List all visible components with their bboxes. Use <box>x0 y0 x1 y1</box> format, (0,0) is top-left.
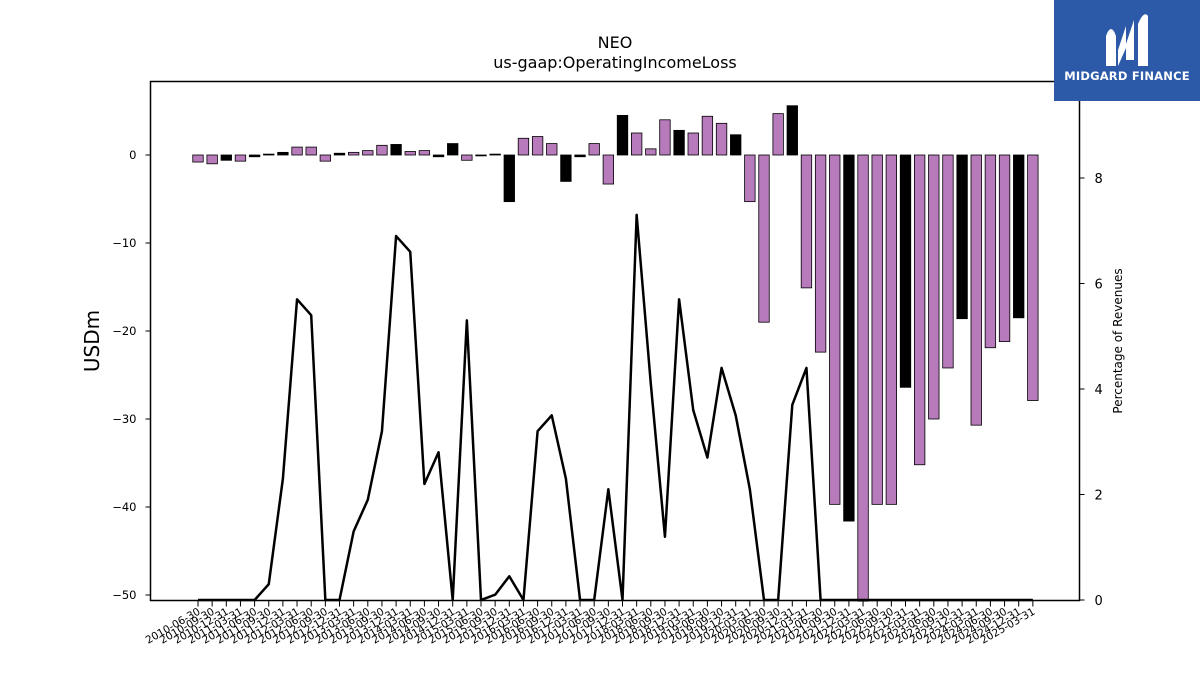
bar-2012-03-31 <box>291 146 303 156</box>
bar-2014-06-30 <box>418 150 431 156</box>
bar-2013-06-30 <box>362 150 374 156</box>
bar-2018-03-31 <box>631 132 643 156</box>
bar-2020-03-31 <box>744 154 756 203</box>
plot-frame <box>149 80 1081 602</box>
bar-2019-06-30 <box>701 115 714 156</box>
bar-2013-09-30 <box>376 144 388 156</box>
bar-2010-09-30 <box>206 154 218 165</box>
chart-title: NEO <box>598 33 633 52</box>
bar-2021-03-31 <box>800 154 813 289</box>
y-tick-label: 0 <box>129 148 136 162</box>
bar-2017-06-30 <box>588 143 600 156</box>
bar-2011-03-31 <box>234 154 247 162</box>
bar-2021-12-31 <box>843 154 855 522</box>
logo-text: MIDGARD FINANCE <box>1064 69 1190 83</box>
bar-2012-06-30 <box>305 146 317 156</box>
bar-2023-06-30 <box>928 154 940 420</box>
y2-tick-label: 6 <box>1095 278 1103 293</box>
bar-2018-06-30 <box>645 148 657 156</box>
bar-2014-03-31 <box>404 151 416 156</box>
bar-2022-12-31 <box>899 154 912 388</box>
bar-2015-12-31 <box>503 154 515 203</box>
x-axis: 2010-06-302010-09-302010-12-312011-03-31… <box>144 600 1037 647</box>
y2-axis: 0 2 4 6 8 <box>1079 172 1103 609</box>
bar-2018-12-31 <box>673 129 685 156</box>
bar-2024-12-31 <box>1013 154 1025 319</box>
y-tick-label: −50 <box>112 588 136 602</box>
bar-2020-09-30 <box>772 113 784 156</box>
bar-2021-09-30 <box>829 154 841 505</box>
bars <box>192 105 1039 602</box>
bar-2011-06-30 <box>248 154 261 158</box>
y2-tick-label: 4 <box>1095 383 1103 398</box>
bar-2024-06-30 <box>984 154 997 349</box>
bar-2017-03-31 <box>574 154 586 158</box>
bar-2020-12-31 <box>786 105 798 156</box>
bar-2024-03-31 <box>970 154 982 426</box>
y2-tick-label: 2 <box>1095 489 1103 504</box>
bar-2015-03-31 <box>461 154 473 161</box>
y-tick-label: −10 <box>112 236 136 250</box>
bar-2010-12-31 <box>220 154 232 161</box>
bar-2025-03-31 <box>1027 154 1039 401</box>
bar-2011-12-31 <box>277 151 289 156</box>
bar-2016-09-30 <box>546 143 558 156</box>
bar-2015-09-30 <box>489 153 501 156</box>
bar-2018-09-30 <box>659 119 671 156</box>
y-axis: 0 −10 −20 −30 −40 −50 <box>112 148 151 602</box>
bar-2016-12-31 <box>560 154 572 182</box>
bar-2019-12-31 <box>730 134 742 156</box>
bar-2013-03-31 <box>347 151 360 156</box>
bar-2014-09-30 <box>432 154 445 158</box>
bar-2017-12-31 <box>616 115 629 156</box>
bar-2019-09-30 <box>715 122 728 156</box>
bar-2022-09-30 <box>885 154 897 505</box>
bar-2010-06-30 <box>192 154 204 163</box>
logo-mark-icon <box>1054 0 1200 101</box>
bar-2013-12-31 <box>390 144 402 156</box>
bar-2023-12-31 <box>956 154 968 320</box>
y-tick-label: −30 <box>112 412 136 426</box>
bar-2021-06-30 <box>814 154 827 353</box>
bar-2017-09-30 <box>602 154 614 185</box>
bar-2015-06-30 <box>475 154 487 157</box>
chart-subtitle: us-gaap:OperatingIncomeLoss <box>493 53 737 72</box>
bar-2020-06-30 <box>758 154 770 323</box>
y-tick-label: −20 <box>112 324 136 338</box>
y-tick-label: −40 <box>112 500 136 514</box>
bar-2022-06-30 <box>871 154 883 505</box>
bar-2012-12-31 <box>333 152 346 156</box>
y2-tick-label: 0 <box>1095 594 1103 609</box>
bar-2019-03-31 <box>687 132 699 156</box>
bar-2016-03-31 <box>517 137 530 156</box>
midgard-finance-logo: MIDGARD FINANCE <box>1054 0 1200 101</box>
y2-tick-label: 8 <box>1095 172 1103 187</box>
y2-axis-label: Percentage of Revenues <box>1111 268 1125 413</box>
bar-2023-03-31 <box>914 154 926 466</box>
bar-2012-09-30 <box>319 154 332 162</box>
bar-2014-12-31 <box>447 143 459 156</box>
bar-2022-03-31 <box>857 154 869 602</box>
y-axis-label: USDm <box>80 310 104 372</box>
bar-2016-06-30 <box>531 136 544 156</box>
bar-2023-09-30 <box>942 154 954 369</box>
bar-2011-09-30 <box>263 153 275 156</box>
bar-2024-09-30 <box>998 154 1011 342</box>
